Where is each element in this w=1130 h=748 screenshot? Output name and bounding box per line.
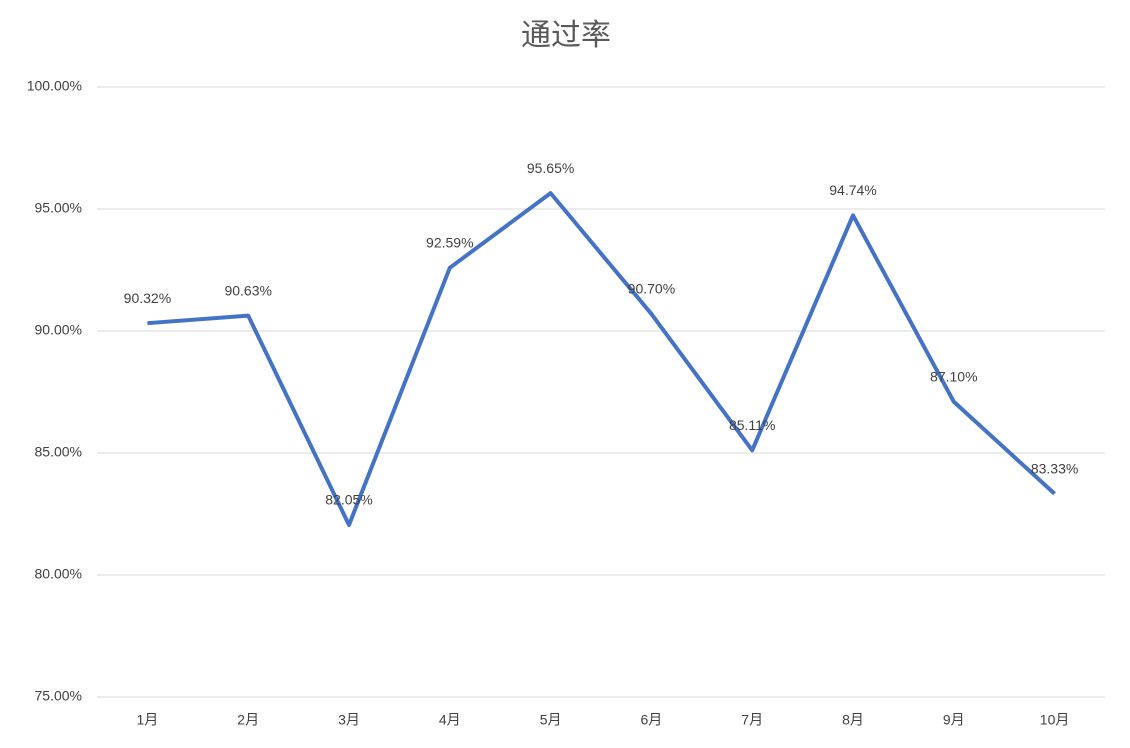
x-tick-label: 7月 bbox=[741, 712, 763, 728]
x-tick-label: 4月 bbox=[439, 712, 461, 728]
x-tick-label: 8月 bbox=[842, 712, 864, 728]
x-tick-label: 2月 bbox=[237, 712, 259, 728]
x-tick-label: 5月 bbox=[540, 712, 562, 728]
x-tick-label: 6月 bbox=[641, 712, 663, 728]
y-tick-label: 75.00% bbox=[35, 688, 82, 704]
y-tick-label: 90.00% bbox=[35, 322, 82, 338]
data-label: 90.32% bbox=[124, 290, 171, 306]
data-label: 95.65% bbox=[527, 160, 574, 176]
x-tick-label: 10月 bbox=[1040, 712, 1070, 728]
data-label: 92.59% bbox=[426, 235, 473, 251]
y-tick-label: 85.00% bbox=[35, 444, 82, 460]
x-tick-label: 9月 bbox=[943, 712, 965, 728]
x-tick-label: 3月 bbox=[338, 712, 360, 728]
y-tick-label: 95.00% bbox=[35, 200, 82, 216]
y-tick-label: 100.00% bbox=[27, 78, 82, 94]
y-tick-label: 80.00% bbox=[35, 566, 82, 582]
data-label: 90.63% bbox=[224, 282, 271, 298]
data-label: 90.70% bbox=[628, 281, 675, 297]
data-label: 83.33% bbox=[1031, 460, 1078, 476]
data-label: 82.05% bbox=[325, 492, 372, 508]
chart-title: 通过率 bbox=[521, 19, 611, 52]
data-line bbox=[147, 191, 1056, 527]
data-label: 94.74% bbox=[829, 182, 876, 198]
x-tick-label: 1月 bbox=[137, 712, 159, 728]
data-label: 87.10% bbox=[930, 368, 977, 384]
data-label: 85.11% bbox=[729, 417, 775, 433]
